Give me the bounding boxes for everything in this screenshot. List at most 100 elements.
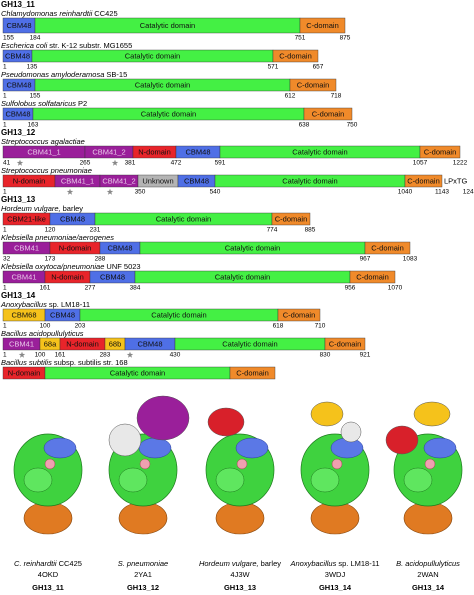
residue-number: 750 [347, 122, 358, 129]
caption-group: GH13_13 [224, 583, 256, 592]
caption-species: B. acidopullulyticus [396, 559, 460, 568]
domain-label: Catalytic domain [151, 311, 206, 320]
residue-number: 32 [3, 256, 11, 263]
caption-pdb: 4OKD [38, 570, 59, 579]
structure-part [424, 458, 436, 470]
domain [419, 145, 461, 159]
species: Escherica coli [1, 41, 48, 50]
protein-name: Anoxybacillus sp. LM18-11 [0, 300, 90, 309]
protein-name: Bacillus subtilis subsp. subtilis str. 16… [1, 358, 128, 367]
residue-number: 1 [3, 323, 7, 330]
domain-label: CBM41 [14, 244, 39, 253]
residue-number: 163 [28, 122, 39, 129]
residue-number: 350 [135, 189, 146, 196]
species: Anoxybacillus [290, 559, 337, 568]
structure [385, 401, 463, 535]
protein-name: Bacillus acidopullulyticus [1, 329, 84, 338]
protein-name: Klebsiella oxytoca/pneumoniae UNF 5023 [1, 262, 141, 271]
domain-label: Catalytic domain [140, 21, 195, 30]
domain-label: N-domain [13, 177, 46, 186]
residue-number: 638 [299, 122, 310, 129]
domain-label: Catalytic domain [135, 81, 190, 90]
structure-part [403, 467, 433, 493]
structure-part [207, 407, 245, 437]
residue-number: 956 [345, 285, 356, 292]
residue-number: 384 [130, 285, 141, 292]
structure-part [310, 501, 360, 535]
species: Hordeum vulgare, [199, 559, 259, 568]
residue-number: 875 [340, 35, 351, 42]
residue-number: 430 [170, 352, 181, 359]
star [18, 351, 26, 358]
residue-number: 265 [80, 160, 91, 167]
domain-label: CBM41 [11, 273, 36, 282]
star [106, 188, 114, 195]
domain-label: C-domain [407, 177, 440, 186]
strain: barley [261, 559, 282, 568]
protein-name: Hordeum vulgare, barley [1, 204, 83, 213]
species: C. reinhardtii [14, 559, 57, 568]
residue-number: 1143 [435, 189, 449, 196]
residue-number: 203 [75, 323, 86, 330]
residue-number: 1083 [403, 256, 418, 263]
residue-number: 657 [313, 64, 324, 71]
residue-number: 155 [3, 35, 14, 42]
species: Streptococcus agalactiae [1, 137, 85, 146]
caption-pdb: 2WAN [417, 570, 438, 579]
protein-name: Streptococcus pneumoniae [1, 166, 92, 175]
domain-label: CBM48 [137, 340, 162, 349]
protein-name: Chlamydomonas reinhardtii CC425 [1, 9, 118, 18]
residue-number: 283 [100, 352, 111, 359]
domain-label: CBM48 [185, 148, 210, 157]
caption-group: GH13_11 [32, 583, 64, 592]
strain: barley [63, 204, 84, 213]
structure-part [118, 501, 168, 535]
strain: sp. LM18-11 [49, 300, 90, 309]
structure [108, 395, 190, 535]
strain: CC425 [59, 559, 82, 568]
residue-number: 1222 [453, 160, 468, 167]
structure-part [235, 437, 269, 459]
species: Chlamydomonas reinhardtii [1, 9, 93, 18]
caption-pdb: 4J3W [230, 570, 250, 579]
domain-label: Catalytic domain [125, 52, 180, 61]
residue-number: 288 [95, 256, 106, 263]
domain-label: C-domain [283, 311, 316, 320]
domain-label: 68a [44, 340, 57, 349]
residue-number: 41 [3, 160, 11, 167]
domain-label: CBM41_2 [102, 177, 135, 186]
residue-number: 381 [125, 160, 136, 167]
domain [289, 78, 337, 92]
residue-number: 921 [360, 352, 371, 359]
domain-label: CBM48 [50, 311, 75, 320]
strain: P2 [78, 99, 87, 108]
residue-number: 277 [85, 285, 96, 292]
caption-group: GH13_14 [412, 583, 445, 592]
protein-name: Streptococcus agalactiae [1, 137, 85, 146]
residue-number: 540 [210, 189, 221, 196]
domain-label: C-domain [236, 369, 269, 378]
domain-label: C-domain [275, 215, 308, 224]
caption-group: GH13_12 [127, 583, 159, 592]
domain-label: N-domain [8, 369, 41, 378]
domain [364, 241, 411, 255]
residue-number: 135 [27, 64, 38, 71]
protein-name: Pseudomonas amyloderamosa SB-15 [1, 70, 127, 79]
residue-number: 612 [285, 93, 296, 100]
protein-name: Klebsiella pneumoniae/aerogenes [1, 233, 114, 242]
residue-number: 472 [171, 160, 182, 167]
structure-part [310, 401, 344, 427]
residue-number: 231 [90, 227, 101, 234]
residue-number: 885 [305, 227, 316, 234]
tail-motif: LPxTG [444, 177, 468, 186]
structure-part [340, 421, 362, 443]
species: Pseudomonas amyloderamosa [1, 70, 104, 79]
star [16, 159, 24, 166]
residue-number: 774 [267, 227, 278, 234]
domain-label: CBM41_1 [27, 148, 60, 157]
domain-label: C-domain [312, 110, 345, 119]
strain: SB-15 [106, 70, 127, 79]
domain-label: CBM68 [11, 311, 36, 320]
domain-label: Catalytic domain [292, 148, 347, 157]
